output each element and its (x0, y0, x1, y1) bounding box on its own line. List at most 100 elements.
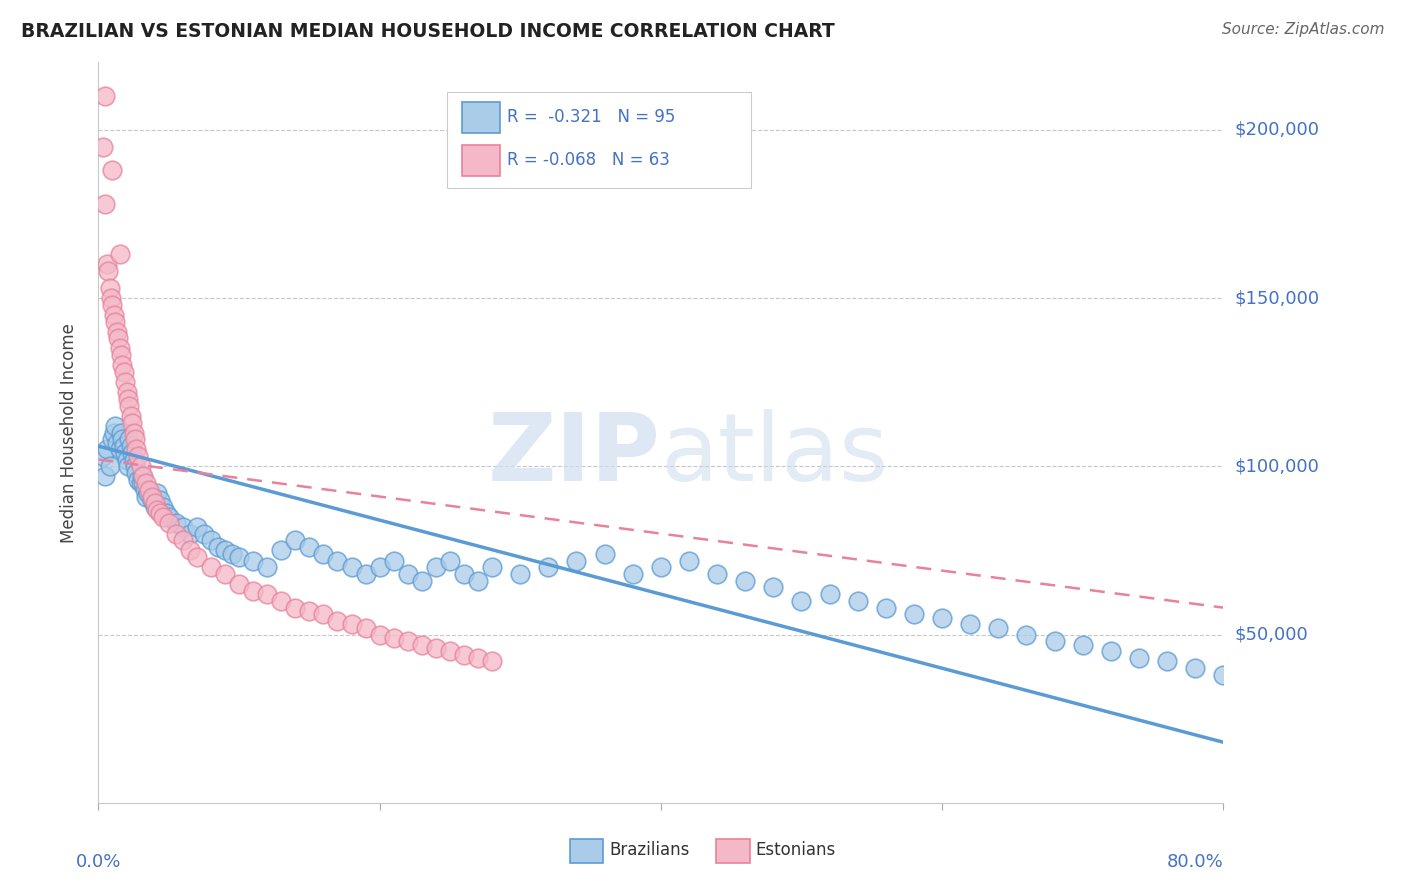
Point (368, 627, 391, 641)
Point (108, 442, 131, 457)
Point (172, 520, 194, 534)
Point (143, 500, 166, 514)
Point (117, 459, 139, 474)
Point (149, 507, 172, 521)
Point (678, 553, 700, 567)
Point (1015, 627, 1038, 641)
Point (846, 594, 869, 608)
Point (110, 348, 132, 362)
Point (1128, 651, 1150, 665)
Point (221, 547, 243, 561)
FancyBboxPatch shape (716, 839, 749, 863)
Point (509, 566, 531, 581)
FancyBboxPatch shape (461, 102, 501, 133)
Point (439, 553, 461, 567)
Point (143, 496, 166, 510)
Point (121, 446, 143, 460)
Point (131, 469, 153, 483)
Point (112, 439, 135, 453)
Point (354, 621, 377, 635)
Point (157, 516, 180, 531)
Point (124, 433, 146, 447)
Point (987, 621, 1010, 635)
Point (1324, 688, 1347, 702)
Text: 80.0%: 80.0% (1167, 854, 1223, 871)
Point (593, 547, 616, 561)
Point (467, 574, 489, 588)
Point (270, 594, 292, 608)
Point (165, 516, 187, 531)
Point (120, 439, 142, 453)
Point (141, 490, 163, 504)
Point (110, 425, 132, 440)
Point (122, 452, 145, 467)
Point (382, 553, 405, 567)
Point (155, 507, 177, 521)
Point (134, 483, 156, 497)
Point (340, 560, 363, 574)
Point (105, 325, 128, 339)
Point (298, 540, 321, 554)
Point (132, 476, 155, 491)
Point (411, 638, 433, 652)
Point (312, 607, 335, 622)
Point (138, 483, 160, 497)
Point (1043, 634, 1066, 648)
Point (1156, 655, 1178, 669)
Point (91, 449, 114, 463)
Text: $150,000: $150,000 (1234, 289, 1319, 307)
Point (94, 89, 117, 103)
Point (340, 617, 363, 632)
Text: $200,000: $200,000 (1234, 120, 1319, 139)
Point (135, 476, 157, 491)
Point (91, 139, 114, 153)
Point (141, 492, 163, 507)
Point (396, 634, 419, 648)
Point (256, 587, 278, 601)
Point (284, 600, 307, 615)
Point (98, 281, 121, 295)
Point (100, 291, 122, 305)
Point (132, 469, 155, 483)
Point (326, 553, 349, 567)
Point (453, 648, 475, 662)
Point (146, 503, 169, 517)
Point (270, 543, 292, 558)
Point (298, 604, 321, 618)
Point (96, 442, 118, 457)
Point (200, 560, 222, 574)
Point (207, 540, 229, 554)
Point (104, 418, 127, 433)
Point (111, 433, 134, 447)
FancyBboxPatch shape (447, 92, 751, 188)
Point (152, 509, 174, 524)
Point (152, 500, 174, 514)
Point (354, 566, 377, 581)
Point (762, 581, 785, 595)
Point (382, 631, 405, 645)
Point (242, 553, 264, 567)
Point (875, 600, 897, 615)
Point (214, 566, 236, 581)
Point (284, 533, 307, 548)
Point (1071, 638, 1094, 652)
Point (125, 442, 148, 457)
Point (959, 617, 981, 632)
Point (98, 459, 121, 474)
Point (149, 492, 172, 507)
Point (114, 446, 136, 460)
FancyBboxPatch shape (461, 145, 501, 176)
Point (481, 655, 503, 669)
Point (118, 433, 141, 447)
Point (1268, 678, 1291, 692)
Point (242, 583, 264, 598)
Point (129, 476, 152, 491)
Point (425, 560, 447, 574)
Point (368, 560, 391, 574)
Point (114, 375, 136, 389)
Point (146, 486, 169, 500)
Text: atlas: atlas (661, 409, 889, 500)
Point (107, 331, 129, 345)
Point (115, 452, 138, 467)
Text: Source: ZipAtlas.com: Source: ZipAtlas.com (1222, 22, 1385, 37)
